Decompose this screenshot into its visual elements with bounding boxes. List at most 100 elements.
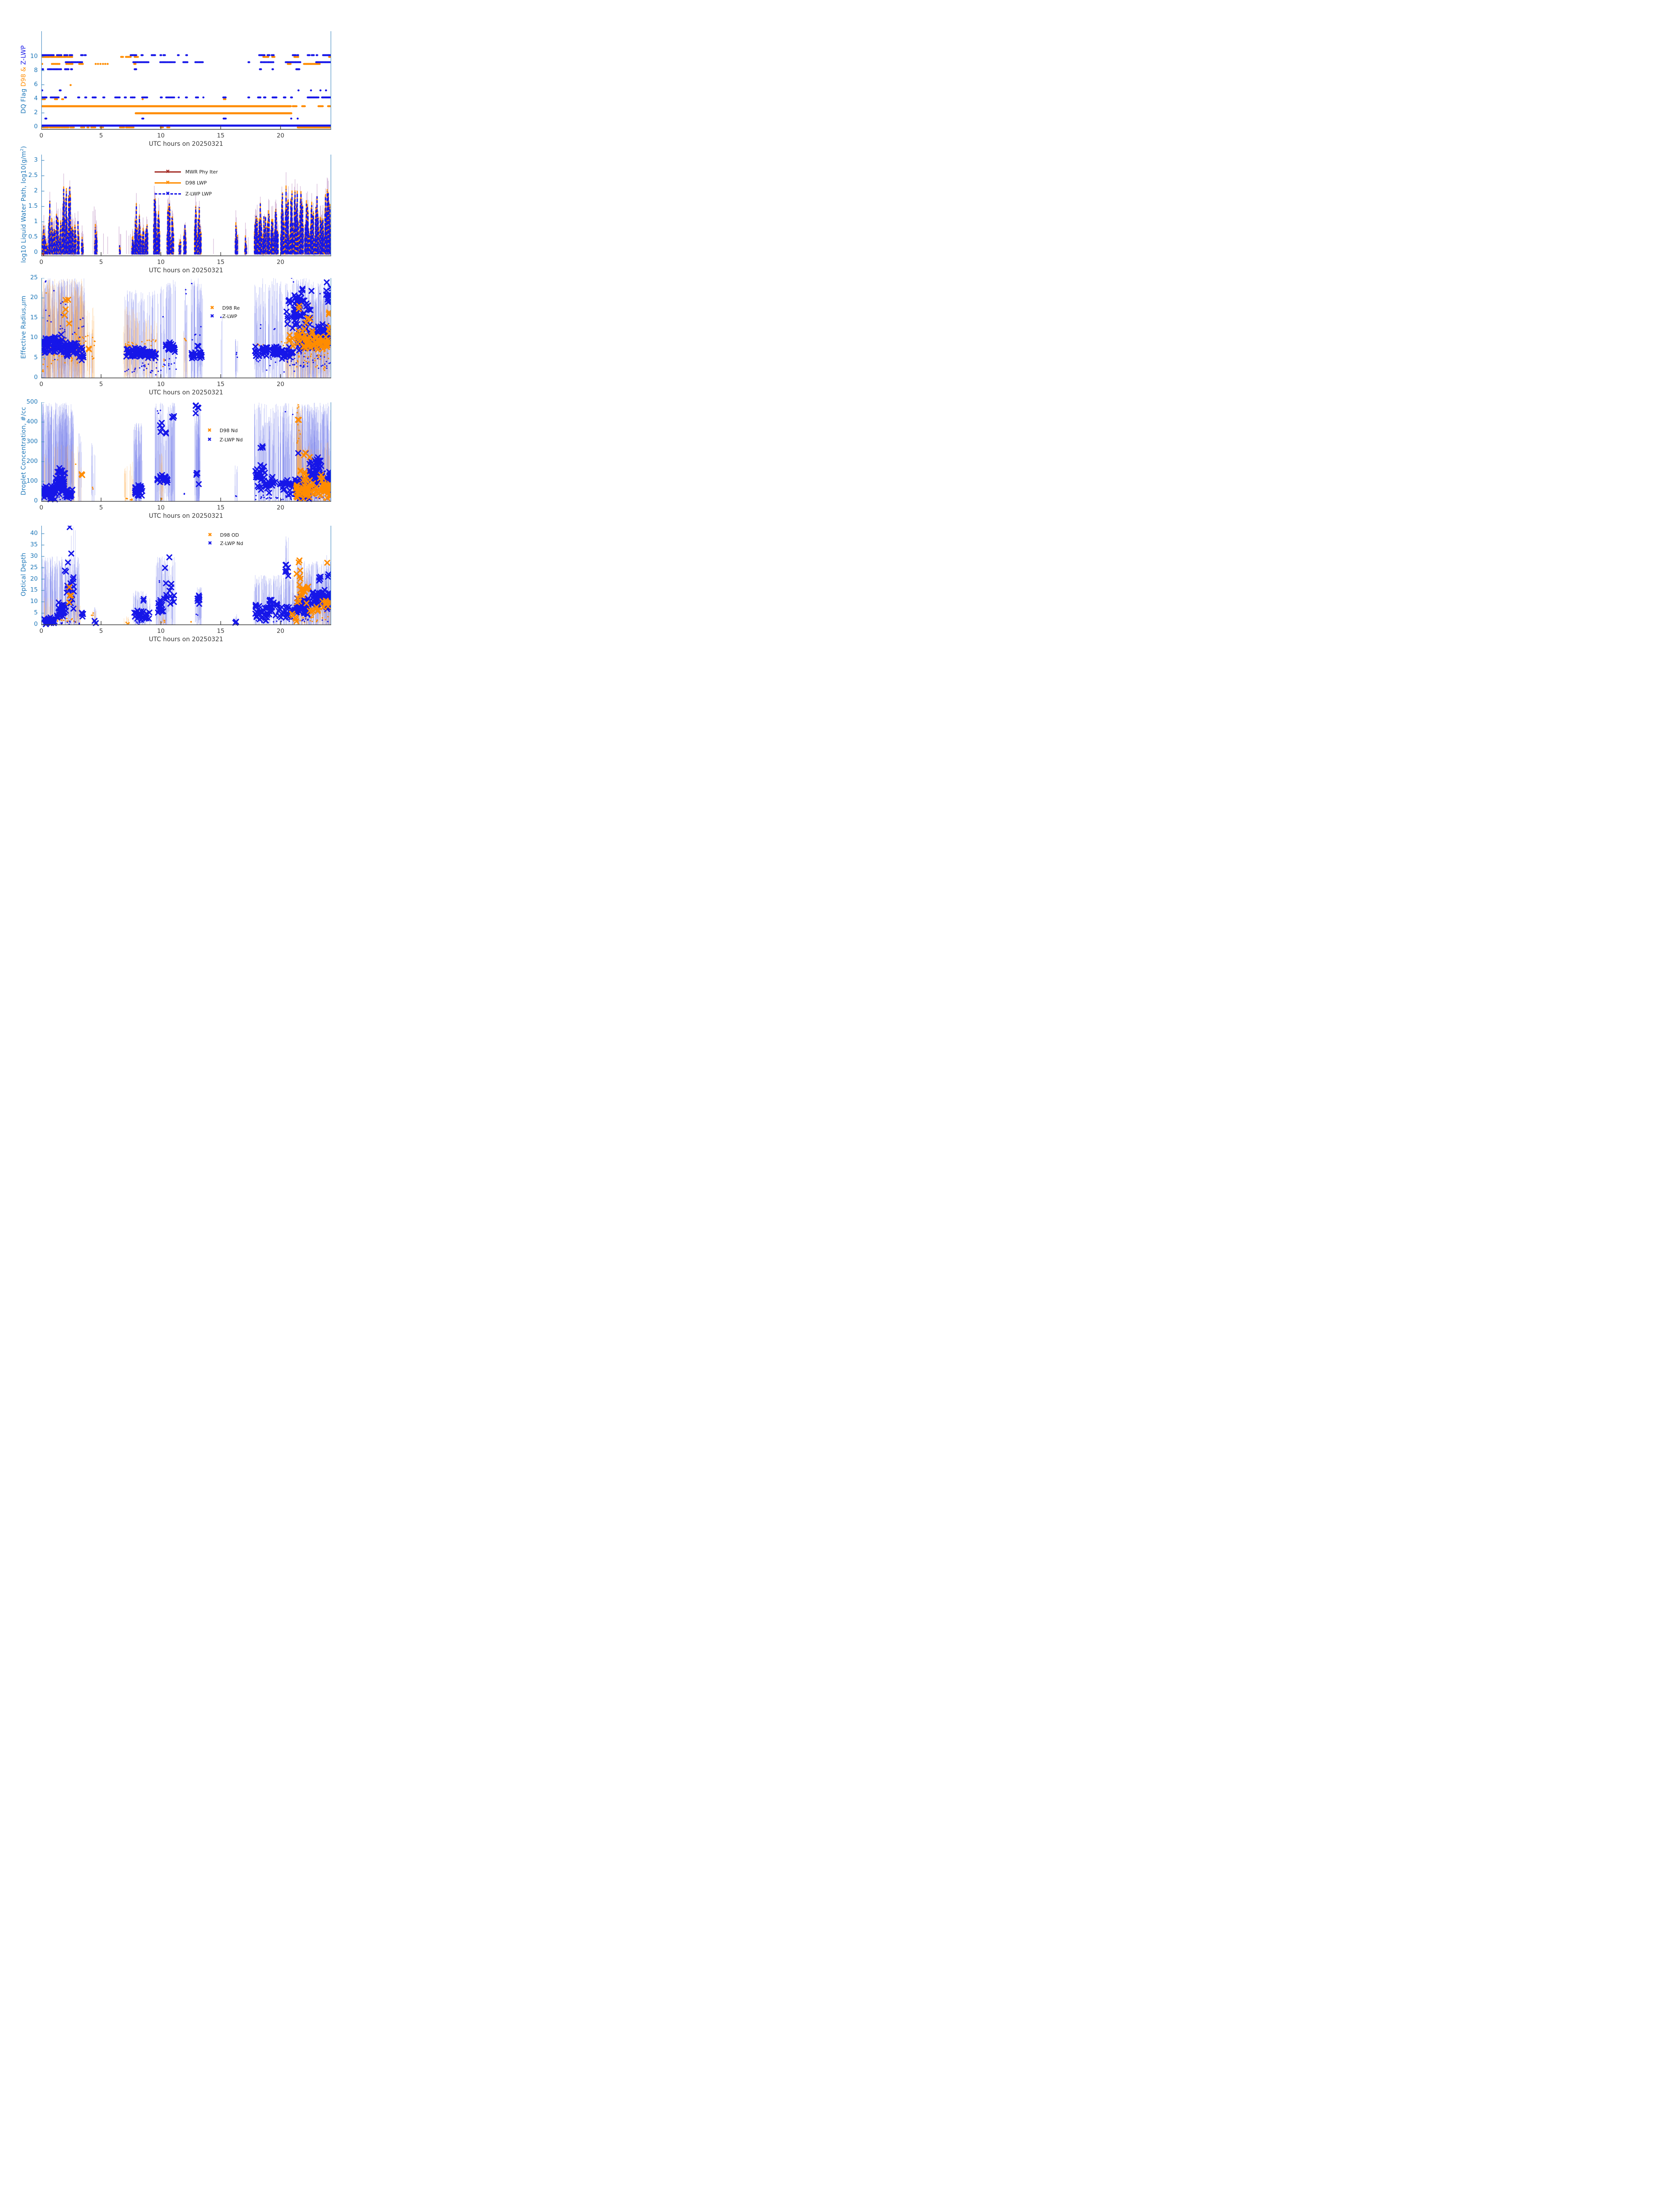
y-axis-label-optical-depth: Optical Depth (20, 487, 27, 659)
x-tick-label: 10 (157, 504, 165, 511)
legend-marker-x: ✖ (207, 531, 213, 538)
y-tick-label: 25 (30, 274, 38, 281)
plot-area-effective-radius (41, 278, 331, 382)
legend-label: MWR Phy Iter (185, 169, 218, 175)
y-tick-label: 10 (30, 598, 38, 605)
plot-area-dq-flag (41, 31, 331, 133)
y-tick-label: 1 (34, 218, 38, 225)
x-tick-label: 15 (217, 259, 225, 266)
legend-label: Z-LWP (222, 313, 237, 319)
x-tick-label: 20 (277, 132, 285, 139)
x-tick-label: 10 (157, 259, 165, 266)
plot-area-lwp (41, 155, 331, 260)
y-tick-label: 5 (34, 609, 38, 617)
y-tick-label: 6 (34, 80, 38, 88)
legend-label: Z-LWP Nd (220, 540, 243, 546)
x-axis-label: UTC hours on 20250321 (148, 141, 224, 148)
legend-label: D98 Re (222, 305, 240, 311)
y-tick-label: 0 (34, 497, 38, 504)
y-tick-label: 10 (30, 52, 38, 60)
x-tick-label: 5 (99, 504, 103, 511)
x-tick-label: 15 (217, 132, 225, 139)
x-tick-label: 0 (39, 132, 43, 139)
legend-item: ✖ D98 Nd (204, 427, 238, 433)
y-tick-label: 0 (34, 249, 38, 256)
x-tick-label: 20 (277, 628, 285, 635)
y-tick-label: 200 (26, 458, 38, 465)
y-tick-label: 15 (30, 314, 38, 321)
legend-item: ✖ D98 Re (206, 305, 240, 311)
y-tick-label: 25 (30, 563, 38, 571)
y-tick-label: 500 (26, 398, 38, 405)
legend-label: D98 OD (220, 532, 239, 538)
x-tick-label: 5 (99, 628, 103, 635)
x-tick-label: 5 (99, 132, 103, 139)
x-tick-label: 10 (157, 628, 165, 635)
x-tick-label: 0 (39, 259, 43, 266)
x-tick-label: 0 (39, 504, 43, 511)
x-tick-label: 15 (217, 628, 225, 635)
legend-item: ✖ Z-LWP Nd (204, 540, 243, 546)
x-tick-label: 5 (99, 381, 103, 388)
x-axis-label: UTC hours on 20250321 (148, 636, 224, 643)
y-tick-label: 40 (30, 530, 38, 537)
x-tick-label: 20 (277, 504, 285, 511)
x-axis-label: UTC hours on 20250321 (148, 267, 224, 274)
legend-item: ✖ MWR Phy Iter (155, 169, 218, 175)
legend-item: ✖ Z-LWP Nd (204, 437, 243, 443)
legend-item: ✖ Z-LWP (206, 313, 237, 319)
y-tick-label: 0 (34, 621, 38, 628)
y-tick-label: 30 (30, 552, 38, 560)
y-tick-label: 0 (34, 123, 38, 130)
x-tick-label: 15 (217, 381, 225, 388)
y-tick-label: 15 (30, 586, 38, 594)
legend-marker-line: ✖ (155, 191, 181, 197)
y-tick-label: 3 (34, 156, 38, 164)
y-tick-label: 0.5 (28, 233, 38, 241)
legend-label: D98 Nd (220, 427, 238, 433)
y-tick-label: 2 (34, 187, 38, 195)
legend-item: ✖ Z-LWP LWP (155, 191, 212, 197)
legend-marker-line: ✖ (155, 169, 181, 175)
y-tick-label: 4 (34, 95, 38, 102)
legend-marker-x: ✖ (207, 427, 212, 433)
y-tick-label: 1.5 (28, 202, 38, 210)
y-tick-label: 20 (30, 294, 38, 301)
ylabel-lwp-sup: 2 (20, 148, 25, 151)
y-tick-label: 10 (30, 334, 38, 341)
plot-area-droplet-concentration (41, 402, 331, 505)
y-tick-label: 0 (34, 374, 38, 381)
y-tick-label: 2.5 (28, 172, 38, 179)
y-tick-label: 100 (26, 477, 38, 484)
x-tick-label: 10 (157, 132, 165, 139)
ylabel-lwp-close: ) (20, 146, 28, 148)
x-tick-label: 0 (39, 628, 43, 635)
x-axis-label: UTC hours on 20250321 (148, 389, 224, 396)
legend-marker-x: ✖ (210, 304, 215, 311)
y-tick-label: 8 (34, 66, 38, 74)
x-tick-label: 15 (217, 504, 225, 511)
legend-item: ✖ D98 OD (204, 532, 239, 538)
x-tick-label: 5 (99, 259, 103, 266)
ylabel-re-mu: μ (20, 301, 27, 306)
legend-marker-x: ✖ (207, 540, 213, 546)
y-tick-label: 35 (30, 541, 38, 548)
legend-marker-x: ✖ (210, 313, 215, 319)
legend-marker-x: ✖ (207, 436, 212, 443)
x-axis-label: UTC hours on 20250321 (148, 513, 224, 520)
legend-label: D98 LWP (185, 180, 207, 186)
legend-label: Z-LWP Nd (220, 437, 243, 443)
y-tick-label: 400 (26, 418, 38, 425)
y-tick-label: 300 (26, 438, 38, 445)
y-tick-label: 20 (30, 575, 38, 582)
legend-label: Z-LWP LWP (185, 191, 212, 197)
plot-area-optical-depth (41, 526, 331, 628)
x-tick-label: 10 (157, 381, 165, 388)
y-tick-label: 2 (34, 109, 38, 116)
y-tick-label: 5 (34, 354, 38, 361)
x-tick-label: 20 (277, 381, 285, 388)
legend-marker-line: ✖ (155, 180, 181, 186)
legend-item: ✖ D98 LWP (155, 180, 207, 186)
x-tick-label: 0 (39, 381, 43, 388)
x-tick-label: 20 (277, 259, 285, 266)
